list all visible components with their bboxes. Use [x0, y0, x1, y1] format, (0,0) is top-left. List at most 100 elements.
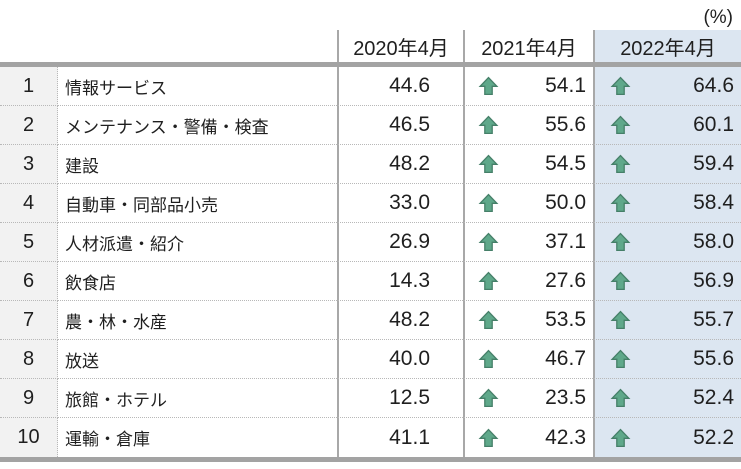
up-arrow-icon	[610, 310, 631, 330]
value-2020-cell: 33.0	[337, 184, 463, 223]
value-2021-cell: 54.5	[463, 145, 593, 184]
industry-name-cell: 飲食店	[58, 262, 337, 301]
ranking-table: 2020年4月 2021年4月 2022年4月 1 情報サービス 44.6 54…	[0, 30, 741, 462]
up-arrow-icon	[478, 271, 499, 291]
column-header-2020: 2020年4月	[337, 30, 463, 62]
unit-row: (%)	[0, 0, 741, 30]
value-2021: 54.1	[545, 74, 586, 97]
table-bottom-border	[0, 457, 741, 462]
value-2022-cell: 55.7	[593, 301, 741, 340]
value-2022-cell: 60.1	[593, 106, 741, 145]
column-header-2021: 2021年4月	[463, 30, 593, 62]
value-2020-cell: 48.2	[337, 145, 463, 184]
up-arrow-icon	[478, 310, 499, 330]
up-arrow-icon	[478, 115, 499, 135]
value-2021-cell: 42.3	[463, 418, 593, 457]
column-header-2022: 2022年4月	[593, 30, 741, 62]
industry-name-cell: 建設	[58, 145, 337, 184]
up-arrow-icon	[610, 232, 631, 252]
up-arrow-icon	[610, 388, 631, 408]
value-2022: 55.6	[693, 347, 734, 370]
up-arrow-icon	[478, 428, 499, 448]
value-2021-cell: 54.1	[463, 67, 593, 106]
value-2022-cell: 52.4	[593, 379, 741, 418]
value-2022: 60.1	[693, 113, 734, 136]
value-2022: 52.4	[693, 386, 734, 409]
value-2021-cell: 50.0	[463, 184, 593, 223]
industry-name-cell: 運輸・倉庫	[65, 430, 150, 449]
industry-name-cell: メンテナンス・警備・検査	[58, 106, 337, 145]
value-2020-cell: 14.3	[337, 262, 463, 301]
up-arrow-icon	[610, 271, 631, 291]
value-2022: 59.4	[693, 152, 734, 175]
industry-name-cell: 農・林・水産	[58, 301, 337, 340]
up-arrow-icon	[478, 388, 499, 408]
value-2022: 56.9	[693, 269, 734, 292]
value-2021-cell: 55.6	[463, 106, 593, 145]
up-arrow-icon	[610, 154, 631, 174]
rank-cell: 5	[0, 223, 58, 262]
value-2020-cell: 46.5	[337, 106, 463, 145]
header-spacer	[0, 30, 337, 62]
value-2021: 54.5	[545, 152, 586, 175]
rank-cell: 9	[0, 379, 58, 418]
up-arrow-icon	[610, 115, 631, 135]
value-2020-cell: 12.5	[337, 379, 463, 418]
rank-cell: 1	[0, 67, 58, 106]
up-arrow-icon	[610, 76, 631, 96]
industry-name-cell: 放送	[58, 340, 337, 379]
rank-cell: 3	[0, 145, 58, 184]
value-2021: 27.6	[545, 269, 586, 292]
value-2022: 64.6	[693, 74, 734, 97]
up-arrow-icon	[610, 349, 631, 369]
value-2020-cell: 48.2	[337, 301, 463, 340]
value-2021: 46.7	[545, 347, 586, 370]
rank-cell: 7	[0, 301, 58, 340]
industry-name-cell: 人材派遣・紹介	[58, 223, 337, 262]
value-2022-cell: 56.9	[593, 262, 741, 301]
value-2022: 52.2	[693, 425, 734, 449]
value-2022-cell: 55.6	[593, 340, 741, 379]
up-arrow-icon	[610, 428, 631, 448]
header-divider	[0, 62, 741, 67]
value-2021: 53.5	[545, 308, 586, 331]
up-arrow-icon	[478, 193, 499, 213]
value-2021: 37.1	[545, 230, 586, 253]
value-2022-cell: 58.4	[593, 184, 741, 223]
up-arrow-icon	[478, 232, 499, 252]
rank-cell: 6	[0, 262, 58, 301]
industry-name-cell: 自動車・同部品小売	[58, 184, 337, 223]
value-2020-cell: 26.9	[337, 223, 463, 262]
value-2020-cell: 41.1	[337, 418, 463, 457]
value-2021: 23.5	[545, 386, 586, 409]
value-2021-cell: 46.7	[463, 340, 593, 379]
value-2022-cell: 64.6	[593, 67, 741, 106]
value-2021-cell: 37.1	[463, 223, 593, 262]
value-2022: 58.0	[693, 230, 734, 253]
value-2021-cell: 27.6	[463, 262, 593, 301]
value-2022: 58.4	[693, 191, 734, 214]
value-2020-cell: 40.0	[337, 340, 463, 379]
value-2022: 55.7	[693, 308, 734, 331]
rank-cell: 10	[0, 418, 58, 457]
value-2022-cell: 52.2	[593, 418, 741, 457]
value-2020-cell: 44.6	[337, 67, 463, 106]
up-arrow-icon	[610, 193, 631, 213]
rank-cell: 2	[0, 106, 58, 145]
value-2021-cell: 53.5	[463, 301, 593, 340]
industry-name-cell: 旅館・ホテル	[58, 379, 337, 418]
rank-cell: 4	[0, 184, 58, 223]
value-2022-cell: 58.0	[593, 223, 741, 262]
up-arrow-icon	[478, 154, 499, 174]
value-2021: 55.6	[545, 113, 586, 136]
industry-name-cell: 情報サービス	[58, 67, 337, 106]
up-arrow-icon	[478, 76, 499, 96]
value-2021-cell: 23.5	[463, 379, 593, 418]
unit-label: (%)	[703, 7, 733, 28]
up-arrow-icon	[478, 349, 499, 369]
value-2021: 42.3	[545, 425, 586, 449]
value-2021: 50.0	[545, 191, 586, 214]
rank-cell: 8	[0, 340, 58, 379]
value-2022-cell: 59.4	[593, 145, 741, 184]
